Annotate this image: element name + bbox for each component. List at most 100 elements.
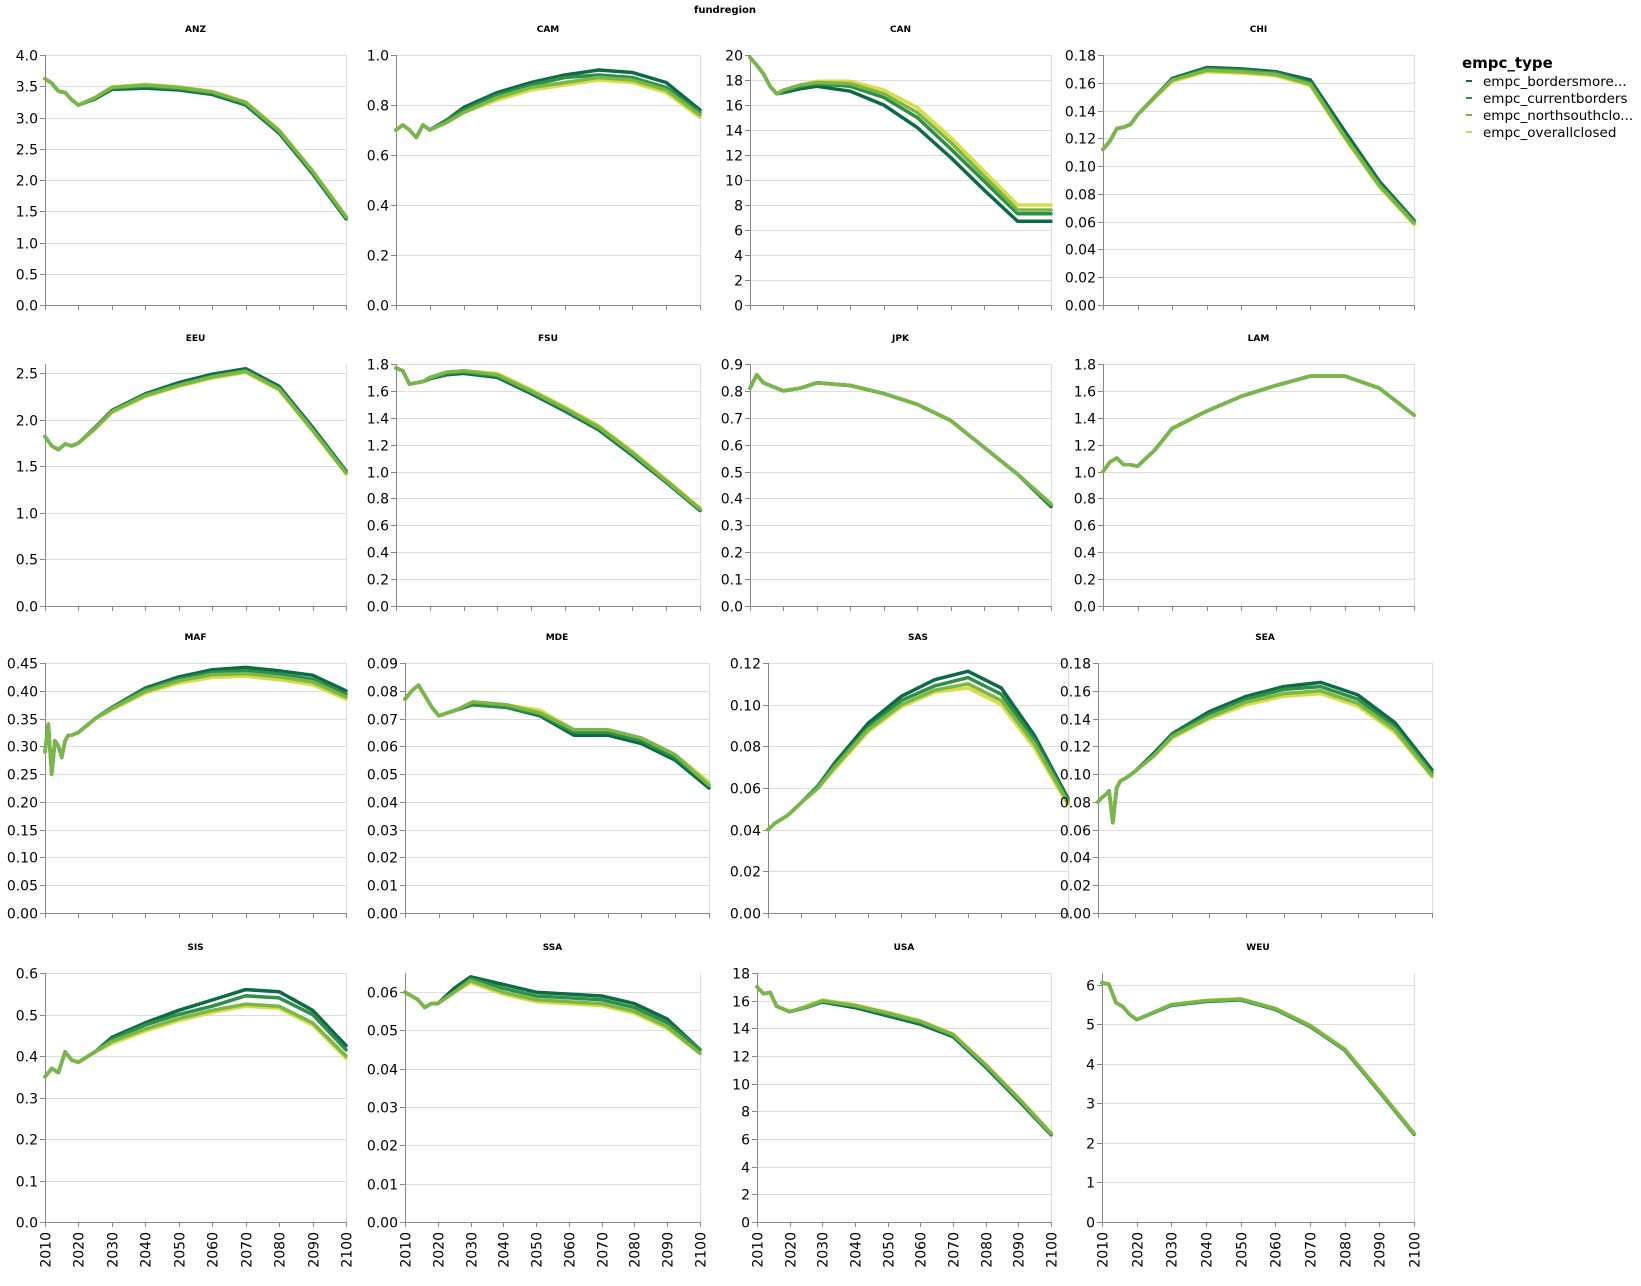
y-tick-label: 6 [1086,979,1095,995]
series-line-empc-currentborders [748,373,1053,507]
x-tick-label: 2100 [694,1232,710,1268]
panel-title: FSU [538,334,558,344]
y-tick-label: 12 [725,149,743,165]
series-line-empc-overallclosed [403,683,711,785]
y-tick-label: 0.14 [1065,105,1096,121]
y-tick-label: 1.0 [367,466,389,482]
y-tick-label: 12 [732,1050,750,1066]
series-line-empc-northsouthclo [43,1002,348,1079]
y-tick-label: 0.00 [367,907,398,923]
y-tick-label: 0.08 [1065,188,1096,204]
y-tick-label: 0.00 [1065,299,1096,315]
x-tick-label: 2090 [1373,1232,1389,1268]
y-tick-label: 0.10 [1065,160,1096,176]
series-line-empc-northsouthclo [43,369,348,475]
x-tick-label: 2040 [497,1232,513,1268]
y-tick-label: 0.08 [730,740,761,756]
x-tick-label: 2040 [849,1232,865,1268]
y-tick-label: 0.04 [367,1063,398,1079]
x-tick-label: 2050 [173,1232,189,1268]
y-tick-label: 0.03 [367,824,398,840]
y-tick-label: 20 [725,49,743,65]
y-tick-label: 0.02 [730,865,761,881]
legend-item: empc_northsouthclo... [1466,108,1633,124]
y-tick-label: 0.5 [16,268,38,284]
series-line-empc-northsouthclo [1096,689,1434,825]
x-tick-label: 2080 [980,1232,996,1268]
y-tick-label: 0.9 [721,358,743,374]
x-tick-label: 2010 [39,1232,55,1268]
panel-mde: MDE 0.00 0.01 0.02 0.03 0.04 0.05 0.06 0.07 0.08 0… [367,633,711,923]
panel-title: ANZ [185,25,206,35]
y-tick-label: 0.10 [730,699,761,715]
y-tick-label: 10 [732,1078,750,1094]
x-tick-label: 2050 [882,1232,898,1268]
y-tick-label: 0.12 [730,657,761,673]
panel-maf: MAF 0.00 0.05 0.10 0.15 0.20 0.25 0.30 0.35 0.40 0… [7,633,348,923]
y-tick-label: 0.2 [367,573,389,589]
y-tick-label: 0.4 [1074,546,1096,562]
y-tick-label: 6 [734,224,743,240]
y-tick-label: 0.3 [721,519,743,535]
series-line-empc-northsouthclo [394,366,702,511]
y-tick-label: 4 [1086,1058,1095,1074]
panel-sea: SEA 0.00 0.02 0.04 0.06 0.08 0.10 0.12 0.14 0.16 0… [1060,633,1434,923]
y-tick-label: 0.6 [367,519,389,535]
x-tick-label: 2070 [947,1232,963,1268]
y-tick-label: 0.45 [7,657,38,673]
y-tick-label: 0.12 [1065,132,1096,148]
y-tick-label: 0.7 [721,412,743,428]
y-tick-label: 1.5 [16,205,38,221]
legend-label: empc_bordersmore... [1483,74,1627,90]
panel-sis: SIS 0.0 0.1 0.2 0.3 0.4 0.5 0.6 2010 2020 2030 2040… [16,943,356,1268]
series-line-empc-northsouthclo [394,75,702,140]
panel-eeu: EEU 0.0 0.5 1.0 1.5 2.0 2.5 [16,334,348,616]
panel-title: CHI [1250,25,1268,35]
panel-title: CAM [537,25,560,35]
y-tick-label: 0.00 [7,907,38,923]
y-tick-label: 4 [734,249,743,265]
y-tick-label: 2 [741,1188,750,1204]
y-tick-label: 0.0 [16,299,38,315]
y-tick-label: 3.5 [16,80,38,96]
x-tick-label: 2030 [816,1232,832,1268]
series-line-empc-northsouthclo [43,671,348,776]
y-tick-label: 0.16 [1065,77,1096,93]
y-tick-label: 1.8 [1074,358,1096,374]
panel-title: SSA [543,943,563,953]
x-tick-label: 2090 [1012,1232,1028,1268]
y-tick-label: 1.6 [367,385,389,401]
y-tick-label: 1.4 [367,412,389,428]
legend-item: empc_bordersmore... [1466,74,1627,90]
y-tick-label: 0.6 [721,439,743,455]
y-tick-label: 4.0 [16,49,38,65]
panel-title: WEU [1246,943,1269,953]
y-tick-label: 0 [734,299,743,315]
y-tick-label: 0.03 [367,1101,398,1117]
panel-title: JPK [891,334,910,344]
y-tick-label: 0.04 [730,824,761,840]
series-line-empc-northsouthclo [1101,68,1416,225]
y-tick-label: 1.5 [16,460,38,476]
chart-title: fundregion [694,5,756,16]
y-tick-label: 0.15 [7,824,38,840]
y-tick-label: 4 [741,1161,750,1177]
y-tick-label: 0.05 [7,879,38,895]
x-tick-label: 2070 [1304,1232,1320,1268]
y-tick-label: 0.2 [721,546,743,562]
y-tick-label: 14 [725,124,743,140]
x-tick-label: 2100 [340,1232,356,1268]
x-tick-label: 2060 [914,1232,930,1268]
y-tick-label: 3.0 [16,112,38,128]
panels-layer: ANZ0.00.51.01.52.02.53.03.54.0CAM0.00.20… [7,25,1434,1268]
y-tick-label: 0.02 [367,1139,398,1155]
series-line-empc-currentborders [1101,67,1416,224]
y-tick-label: 5 [1086,1018,1095,1034]
panel-lam: LAM 0.0 0.2 0.4 0.6 0.8 1.0 1.2 1.4 1.6 1.8 [1074,334,1416,616]
series-line-empc-northsouthclo [1101,374,1416,474]
y-tick-label: 0.18 [1065,49,1096,65]
y-tick-label: 0.2 [16,1133,38,1149]
y-tick-label: 0.00 [1060,907,1091,923]
y-tick-label: 0.5 [16,553,38,569]
